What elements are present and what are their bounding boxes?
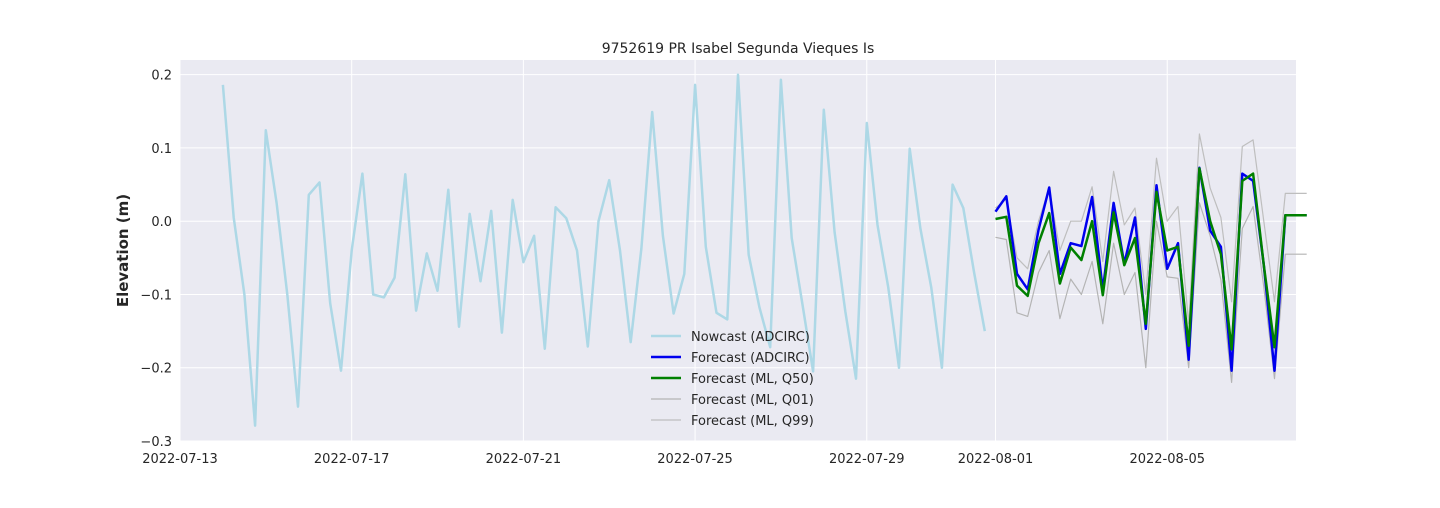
legend-label: Forecast (ADCIRC) [691,351,810,366]
x-tick-labels: 2022-07-13 2022-07-17 2022-07-21 2022-07-25… [142,452,1205,467]
x-tick-label: 2022-07-17 [314,452,390,467]
series-layer [221,73,1307,427]
grid-lines [179,60,1296,442]
y-tick-label: 0.1 [151,142,172,157]
x-tick-label: 2022-08-05 [1129,452,1205,467]
y-tick-label: −0.3 [140,435,172,450]
x-tick-label: 2022-07-29 [829,452,905,467]
chart-title: 9752619 PR Isabel Segunda Vieques Is [602,41,875,57]
y-tick-labels: 0.2 0.1 0.0 −0.1 −0.2 −0.3 [140,69,172,450]
plot-background [180,60,1296,441]
legend-label: Forecast (ML, Q50) [691,372,814,387]
y-tick-label: 0.2 [151,69,172,84]
series-line-2 [995,167,1307,351]
y-tick-label: −0.2 [140,362,172,377]
y-tick-label: 0.0 [151,215,172,230]
legend-label: Forecast (ML, Q99) [691,414,814,429]
legend-label: Nowcast (ADCIRC) [691,330,810,345]
legend-label: Forecast (ML, Q01) [691,393,814,408]
x-tick-label: 2022-08-01 [958,452,1034,467]
x-tick-label: 2022-07-25 [657,452,733,467]
series-line-3 [995,202,1307,383]
x-tick-label: 2022-07-21 [486,452,562,467]
y-tick-label: −0.1 [140,288,172,303]
legend: Nowcast (ADCIRC) Forecast (ADCIRC) Forecas… [651,330,814,429]
y-axis-label: Elevation (m) [114,194,132,307]
series-line-0 [221,73,987,427]
x-tick-label: 2022-07-13 [142,452,218,467]
